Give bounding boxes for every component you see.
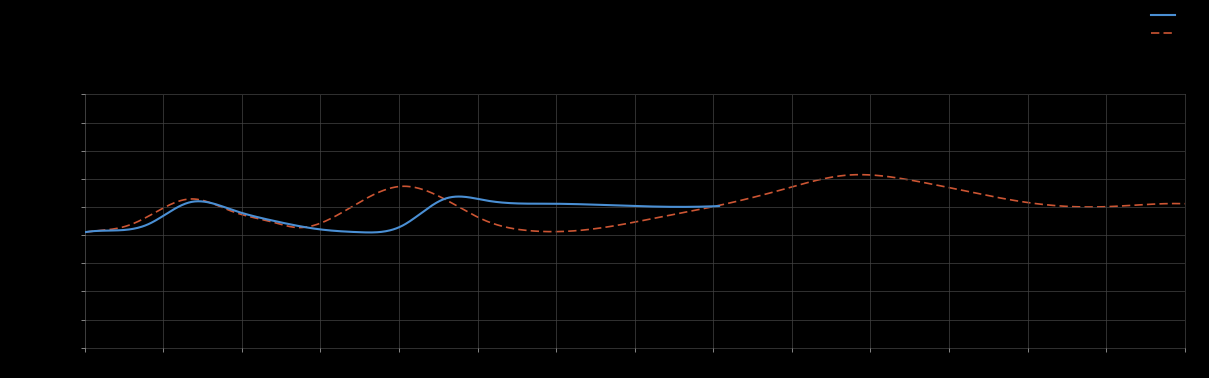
Legend: , : , xyxy=(1151,11,1180,39)
